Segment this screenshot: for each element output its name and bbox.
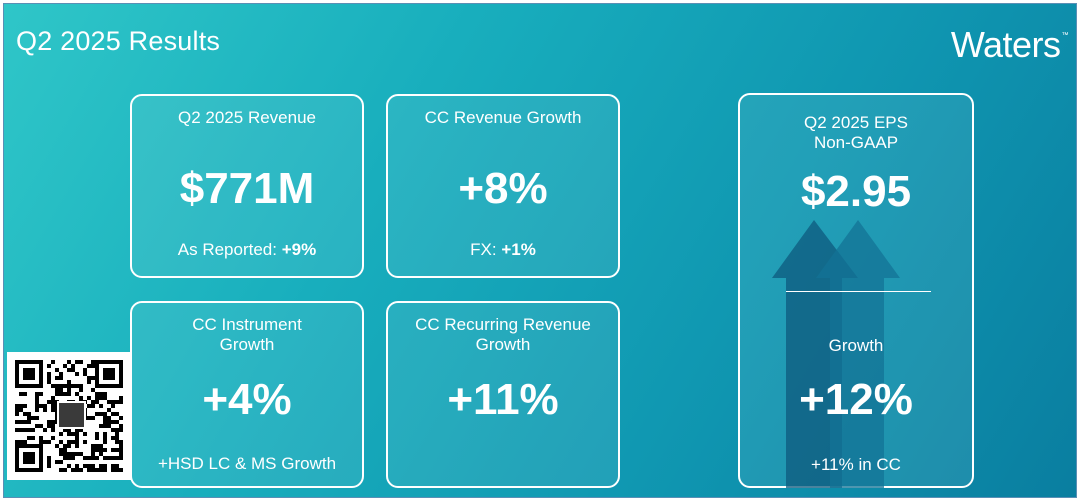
cc-instrument-label-line2: Growth <box>219 335 275 354</box>
divider <box>786 291 931 292</box>
revenue-value: $771M <box>179 164 315 213</box>
cc-recurring-label-line2: Growth <box>475 335 531 354</box>
eps-value: $2.95 <box>800 167 912 216</box>
eps-label-line2: Non-GAAP <box>813 133 899 152</box>
cc-revenue-growth-card: CC Revenue Growth +8% FX: +1% <box>386 94 620 278</box>
cc-revenue-growth-label: CC Revenue Growth <box>424 108 582 127</box>
revenue-foot: As Reported: +9% <box>132 240 362 260</box>
growth-arrows-icon <box>772 220 900 488</box>
trademark-mark: ™ <box>1061 32 1069 39</box>
brand-logo: Waters™ <box>950 24 1069 66</box>
fx-foot-value: +1% <box>501 240 536 259</box>
cc-instrument-label-line1: CC Instrument <box>192 315 302 334</box>
qr-center-logo <box>57 401 86 429</box>
cc-revenue-growth-value: +8% <box>458 164 548 213</box>
qr-code[interactable] <box>7 352 131 480</box>
eps-label-line1: Q2 2025 EPS <box>804 113 908 132</box>
eps-growth-value: +12% <box>799 375 913 424</box>
brand-name: Waters <box>950 24 1061 65</box>
revenue-foot-value: +9% <box>281 240 317 259</box>
cc-instrument-value: +4% <box>202 375 292 424</box>
cc-instrument-growth-card: CC Instrument Growth +4% +HSD LC & MS Gr… <box>130 301 364 488</box>
qr-code-icon <box>7 352 131 480</box>
eps-growth-label: Growth <box>828 336 884 355</box>
page-title: Q2 2025 Results <box>16 26 221 56</box>
fx-foot-text: FX: <box>470 240 502 259</box>
cc-recurring-label-line1: CC Recurring Revenue <box>415 315 591 334</box>
fx-foot: FX: +1% <box>388 240 618 260</box>
eps-card: Q2 2025 EPS Non-GAAP $2.95 Growth +12% +… <box>738 93 974 488</box>
eps-cc-foot: +11% in CC <box>811 455 901 474</box>
revenue-card: Q2 2025 Revenue $771M As Reported: +9% <box>130 94 364 278</box>
cc-instrument-foot: +HSD LC & MS Growth <box>157 454 337 473</box>
cc-recurring-value: +11% <box>447 375 559 424</box>
revenue-label: Q2 2025 Revenue <box>178 108 316 127</box>
slide: Q2 2025 Results Waters™ Q2 2025 Revenue … <box>3 3 1077 498</box>
revenue-foot-text: As Reported: <box>177 240 282 259</box>
cc-recurring-revenue-card: CC Recurring Revenue Growth +11% <box>386 301 620 488</box>
